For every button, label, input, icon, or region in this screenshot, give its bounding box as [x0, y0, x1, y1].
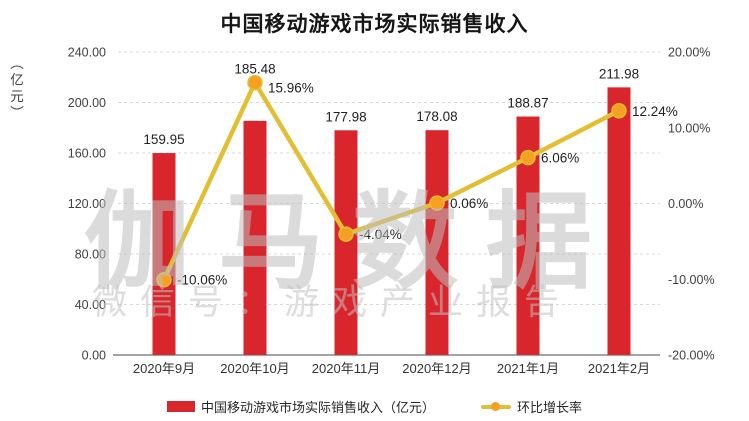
growth-line [161, 80, 622, 282]
left-axis-tick: 0.00 [82, 349, 106, 363]
growth-value-label: -10.06% [177, 273, 227, 288]
right-axis-tick: 10.00% [668, 121, 710, 135]
bar-2020年10月 [243, 120, 267, 355]
bar-value-label: 188.87 [507, 96, 548, 111]
growth-value-label: -4.04% [359, 227, 402, 242]
x-axis-label: 2020年11月 [312, 361, 380, 376]
growth-value-label: 6.06% [541, 151, 579, 166]
bar-value-label: 177.98 [325, 109, 366, 124]
right-axis-tick: 20.00% [668, 46, 710, 60]
chart-legend: 中国移动游戏市场实际销售收入（亿元） 环比增长率 [0, 397, 749, 416]
x-axis-label: 2021年2月 [588, 361, 650, 376]
growth-value-label: 12.24% [632, 104, 678, 119]
left-axis-tick: 120.00 [68, 197, 106, 211]
x-axis-label: 2021年1月 [497, 361, 559, 376]
line-marker-icon [429, 195, 445, 211]
right-axis-tick: -10.00% [668, 273, 715, 287]
left-axis-unit-label: （亿元） [8, 56, 23, 122]
line-marker-icon [520, 149, 536, 166]
x-axis-label: 2020年10月 [220, 361, 289, 376]
bar-2021年2月 [607, 87, 631, 356]
bar-2020年12月 [425, 130, 449, 355]
legend-item-revenue: 中国移动游戏市场实际销售收入（亿元） [166, 397, 435, 416]
bar-value-label: 159.95 [143, 132, 184, 147]
bar-2021年1月 [516, 116, 540, 355]
line-marker-icon [611, 103, 627, 119]
right-axis-tick: -20.00% [668, 349, 715, 363]
bar-2020年11月 [334, 130, 358, 355]
bar-2020年9月 [152, 153, 176, 355]
bar-value-label: 185.48 [234, 62, 275, 77]
left-axis-tick: 160.00 [68, 147, 106, 161]
x-axis-label: 2020年9月 [133, 361, 195, 376]
left-axis-tick: 40.00 [75, 298, 106, 312]
growth-legend-dot-icon [491, 402, 500, 411]
left-axis-tick: 200.00 [68, 96, 106, 110]
chart-title: 中国移动游戏市场实际销售收入 [220, 13, 529, 36]
growth-value-label: 15.96% [268, 81, 314, 96]
line-marker-icon [156, 271, 172, 288]
bar-value-label: 211.98 [599, 66, 639, 81]
bar-value-label: 178.08 [416, 109, 457, 124]
line-marker-icon [247, 74, 263, 91]
legend-item-growth: 环比增长率 [481, 397, 582, 416]
left-axis-tick: 80.00 [75, 248, 106, 262]
legend-growth-label: 环比增长率 [517, 400, 583, 415]
revenue-legend-swatch-icon [166, 401, 195, 412]
right-axis-tick: 0.00% [668, 197, 703, 211]
growth-legend-swatch-icon [481, 400, 511, 414]
growth-value-label: 0.06% [450, 196, 488, 211]
line-marker-icon [338, 226, 354, 242]
left-axis-tick: 240.00 [68, 46, 106, 60]
legend-revenue-label: 中国移动游戏市场实际销售收入（亿元） [200, 400, 435, 415]
x-axis-label: 2020年12月 [402, 361, 471, 376]
